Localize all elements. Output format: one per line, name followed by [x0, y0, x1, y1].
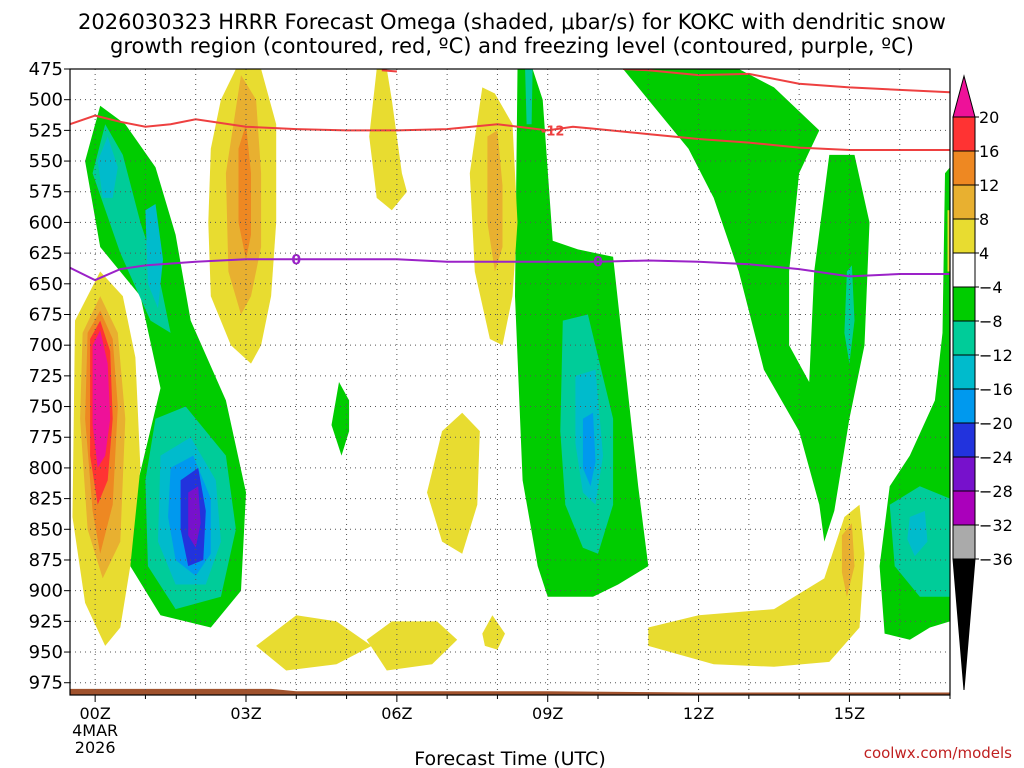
omega-shaded-region-24	[92, 330, 111, 468]
omega-shaded-region-30	[487, 130, 503, 272]
colorbar-label: −12	[979, 346, 1013, 365]
y-tick-label: 725	[29, 366, 63, 387]
dendritic-contour-label: -12	[541, 124, 565, 139]
omega-shaded-region-13	[582, 412, 596, 487]
axes: 475 500 525 550 575 600 625 650 675 700 725 750 775 8…	[29, 59, 951, 757]
freezing-level-label-0: 0	[291, 252, 301, 268]
y-tick-label: 900	[29, 581, 63, 602]
y-tick-label: 475	[29, 59, 63, 80]
dendritic-growth-contour-2	[381, 69, 397, 73]
colorbar-label: −8	[979, 312, 1003, 331]
omega-shaded-region-37	[947, 210, 950, 272]
colorbar-band-9	[952, 388, 976, 424]
x-axis-label: Forecast Time (UTC)	[414, 748, 605, 768]
colorbar-label: −20	[979, 414, 1013, 433]
x-tick-date-label: 4MAR	[72, 721, 118, 740]
omega-shaded-region-33	[366, 621, 458, 671]
colorbar-band-1	[952, 116, 976, 152]
y-tick-label: 800	[29, 458, 63, 479]
colorbar-band-7	[952, 320, 976, 356]
omega-shaded-region-3	[145, 204, 163, 309]
colorbar-label: 20	[979, 108, 999, 127]
colorbar-label: 4	[979, 244, 989, 263]
colorbar-bottom-arrow	[952, 558, 976, 691]
x-tick-label: 15Z	[834, 704, 865, 723]
y-tick-label: 750	[29, 397, 63, 418]
colorbar-top-arrow	[952, 74, 976, 118]
colorbar-label: −4	[979, 278, 1003, 297]
y-tick-label: 875	[29, 550, 63, 571]
omega-shaded-region-15	[623, 69, 870, 542]
x-tick-label: 12Z	[683, 704, 714, 723]
x-tick-year-label: 2026	[75, 738, 116, 757]
colorbar-band-13	[952, 524, 976, 560]
colorbar-label: −24	[979, 448, 1013, 467]
x-tick-label: 06Z	[381, 704, 412, 723]
colorbar-label: 12	[979, 176, 999, 195]
y-tick-label: 950	[29, 642, 63, 663]
omega-shaded-region-31	[427, 412, 480, 554]
colorbar-band-6	[952, 286, 976, 322]
y-tick-label: 975	[29, 673, 63, 694]
x-tick-label: 09Z	[532, 704, 563, 723]
colorbar-label: −16	[979, 380, 1013, 399]
y-tick-label: 525	[29, 120, 63, 141]
colorbar: 20 16 12 8 4 −4 −8 −12 −16 −20 −24 −28 −32 −36	[952, 74, 1013, 691]
colorbar-band-4	[952, 218, 976, 254]
omega-shaded-region-27	[238, 124, 251, 260]
omega-shaded-region-32	[256, 615, 372, 671]
y-tick-label: 550	[29, 151, 63, 172]
chart-title-line1: 2026030323 HRRR Forecast Omega (shaded, …	[78, 10, 946, 34]
colorbar-band-3	[952, 184, 976, 220]
y-tick-label: 675	[29, 304, 63, 325]
y-tick-label: 600	[29, 212, 63, 233]
y-tick-label: 925	[29, 611, 63, 632]
y-tick-label: 575	[29, 182, 63, 203]
colorbar-label: 8	[979, 210, 989, 229]
plot-frame	[69, 68, 951, 696]
freezing-level-label-1: 0	[593, 255, 603, 271]
y-tick-label: 850	[29, 519, 63, 540]
freezing-level-line	[70, 258, 950, 282]
omega-shaded-region-2	[97, 136, 118, 198]
omega-shaded-region-36	[841, 523, 855, 597]
colorbar-band-10	[952, 422, 976, 458]
y-tick-label: 825	[29, 489, 63, 510]
y-tick-label: 775	[29, 427, 63, 448]
omega-shaded-region-19	[907, 510, 928, 557]
y-tick-label: 650	[29, 274, 63, 295]
y-tick-label: 625	[29, 243, 63, 264]
colorbar-label: −36	[979, 550, 1013, 569]
dendritic-growth-contour-0	[70, 114, 950, 151]
dendritic-growth-contour-1	[623, 69, 950, 94]
colorbar-band-11	[952, 456, 976, 492]
omega-shaded-region-8	[188, 486, 201, 548]
terrain-surface	[70, 688, 950, 695]
plot-area: -12 0 0	[70, 69, 950, 695]
colorbar-band-8	[952, 354, 976, 390]
colorbar-label: −32	[979, 516, 1013, 535]
omega-shaded-region-14	[525, 69, 533, 125]
x-tick-label: 00Z	[79, 704, 110, 723]
y-tick-label: 500	[29, 90, 63, 111]
colorbar-label: 16	[979, 142, 999, 161]
gridlines	[70, 69, 951, 695]
colorbar-label: −28	[979, 482, 1013, 501]
omega-shaded-region-35	[648, 504, 865, 667]
omega-shaded-region-34	[482, 615, 505, 650]
credit-link[interactable]: coolwx.com/models	[864, 744, 1012, 762]
chart-title-line2: growth region (contoured, red, ºC) and f…	[110, 34, 914, 58]
omega-shaded-region-28	[369, 69, 407, 211]
colorbar-band-2	[952, 150, 976, 186]
colorbar-band-12	[952, 490, 976, 526]
y-tick-label: 700	[29, 335, 63, 356]
colorbar-band-5	[952, 252, 976, 288]
x-tick-label: 03Z	[230, 704, 261, 723]
